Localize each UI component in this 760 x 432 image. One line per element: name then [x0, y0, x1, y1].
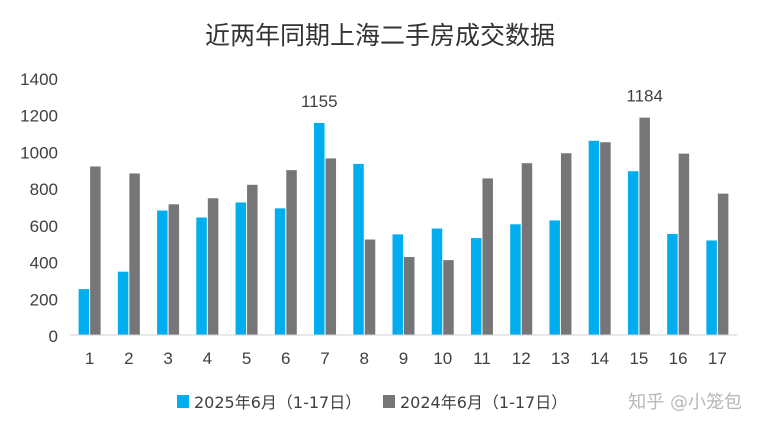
x-tick-label: 1	[85, 349, 94, 368]
x-tick-label: 7	[320, 349, 329, 368]
y-tick-label: 200	[30, 290, 58, 309]
bar-series2-day-5	[247, 184, 258, 335]
y-tick-label: 1000	[20, 143, 58, 162]
bar-series1-day-1	[78, 289, 90, 335]
x-tick-label: 11	[473, 349, 491, 368]
x-tick-label: 16	[669, 349, 688, 368]
legend-swatch-series1	[177, 395, 189, 408]
bar-series2-day-9	[404, 256, 415, 335]
x-tick-label: 3	[163, 349, 172, 368]
bar-series2-day-11	[482, 178, 493, 335]
y-tick-label: 400	[30, 254, 58, 273]
bar-series2-day-6	[286, 170, 297, 335]
bar-series1-day-4	[196, 217, 207, 335]
legend-label-series1: 2025年6月（1-17日）	[194, 393, 361, 412]
x-tick-label: 6	[281, 349, 290, 368]
x-tick-label: 10	[433, 349, 452, 368]
bar-series1-day-6	[274, 208, 286, 335]
bar-series2-day-15	[639, 117, 650, 335]
bar-series1-day-8	[353, 163, 364, 335]
bar-series2-day-3	[168, 204, 180, 335]
y-tick-label: 1400	[20, 70, 58, 89]
data-labels: 1155 1184	[301, 87, 663, 111]
x-tick-label: 17	[708, 349, 727, 368]
bars-group	[78, 117, 729, 335]
bar-series1-day-9	[392, 234, 403, 335]
bar-series1-day-11	[470, 238, 482, 335]
x-tick-label: 14	[590, 349, 609, 368]
bar-series1-day-7	[314, 122, 325, 335]
y-tick-label: 800	[30, 180, 58, 199]
bar-series1-day-16	[667, 234, 678, 335]
x-tick-label: 4	[203, 349, 212, 368]
data-label: 1155	[301, 92, 338, 111]
x-tick-label: 13	[551, 349, 570, 368]
bar-series1-day-3	[157, 210, 168, 335]
y-axis: 0 200 400 600 800 1000 1200 1400	[20, 70, 58, 346]
bar-series1-day-10	[431, 228, 443, 335]
bar-series1-day-17	[706, 240, 717, 335]
x-tick-label: 8	[360, 349, 369, 368]
x-tick-label: 12	[512, 349, 531, 368]
bar-series2-day-4	[207, 198, 219, 335]
bar-series2-day-14	[600, 142, 611, 335]
x-tick-label: 15	[629, 349, 648, 368]
bar-series2-day-17	[717, 193, 729, 335]
bar-series1-day-5	[235, 202, 247, 335]
x-axis: 1 2 3 4 5 6 7 8 9 10 11 12 13 14 15 16 17	[85, 349, 727, 368]
y-tick-label: 600	[30, 217, 58, 236]
bar-series2-day-13	[560, 153, 572, 335]
legend-swatch-series2	[383, 395, 395, 408]
y-tick-label: 0	[49, 327, 58, 346]
bar-series2-day-2	[129, 173, 140, 335]
bar-series2-day-10	[443, 260, 454, 335]
bar-series1-day-2	[117, 271, 129, 335]
bar-series2-day-7	[325, 158, 337, 335]
y-tick-label: 1200	[20, 107, 58, 126]
bar-series1-day-13	[549, 220, 560, 335]
bar-series2-day-12	[521, 163, 533, 335]
bar-series2-day-8	[364, 239, 376, 335]
watermark: 知乎 @小笼包	[628, 392, 742, 413]
data-label: 1184	[626, 87, 663, 106]
x-tick-label: 2	[124, 349, 133, 368]
bar-series2-day-1	[90, 166, 101, 335]
x-tick-label: 5	[242, 349, 251, 368]
legend-label-series2: 2024年6月（1-17日）	[400, 393, 567, 412]
bar-series1-day-12	[510, 224, 521, 335]
chart-title: 近两年同期上海二手房成交数据	[205, 21, 555, 50]
x-tick-label: 9	[399, 349, 408, 368]
bar-series1-day-15	[627, 171, 639, 335]
bar-series2-day-16	[678, 153, 690, 335]
legend: 2025年6月（1-17日） 2024年6月（1-17日）	[177, 393, 567, 412]
bar-series1-day-14	[588, 140, 600, 335]
